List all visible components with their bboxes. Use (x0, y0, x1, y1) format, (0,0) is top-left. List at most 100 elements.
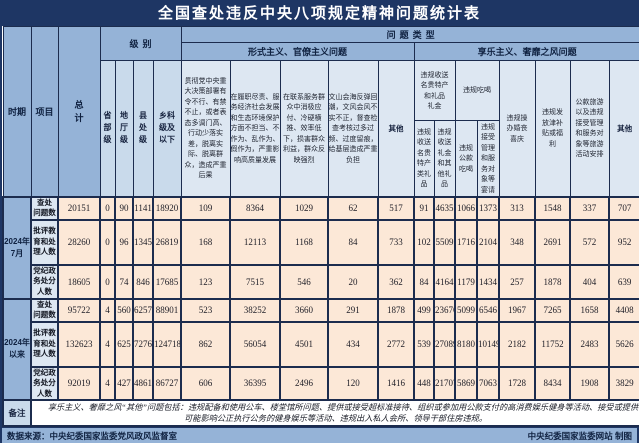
hedonism-col-travel: 公款旅游 以及违规 接受管理 和服务对 象等旅游 活动安排 (569, 60, 610, 197)
value-cell: 28260 (57, 218, 101, 266)
value-cell: 2104 (476, 218, 501, 266)
hedonism-sub-cash-gifts: 违规 收送 礼金 和其 他礼 品 (433, 120, 456, 197)
value-cell: 20 (327, 263, 380, 300)
value-cell: 2496 (279, 365, 330, 401)
value-cell: 1716 (454, 218, 479, 266)
value-cell: 8434 (534, 365, 572, 401)
value-cell: 952 (608, 218, 639, 266)
value-cell: 0 (99, 195, 116, 221)
hedonism-sub-public-funds-dining: 违规 公款 吃喝 (454, 120, 478, 197)
value-cell: 5869 (454, 365, 479, 401)
row-label-criticized: 批评教 育和处 理人数 (30, 218, 59, 266)
stats-table: 时期 项目 总 计 级别 问题类型 形式主义、官僚主义问题 享乐主义、奢靡之风问… (2, 26, 639, 427)
value-cell: 560 (114, 297, 134, 323)
value-cell: 8180 (454, 320, 479, 368)
value-cell: 1658 (569, 297, 611, 323)
row-label-disciplined: 党纪政 务处分 人数 (30, 365, 59, 401)
level-cell-prefecture: 地 厅 级 (114, 60, 134, 197)
level-cell-county: 县 处 级 (132, 60, 154, 197)
value-cell: 523 (180, 297, 232, 323)
value-cell: 348 (498, 218, 537, 266)
value-cell: 448 (413, 365, 436, 401)
value-cell: 6257 (132, 297, 154, 323)
value-cell: 7063 (476, 365, 501, 401)
value-cell: 36395 (229, 365, 282, 401)
value-cell: 38252 (229, 297, 282, 323)
value-cell: 1728 (498, 365, 537, 401)
value-cell: 18920 (151, 195, 183, 221)
value-cell: 23676 (433, 297, 457, 323)
value-cell: 1345 (132, 218, 154, 266)
source-bar: 数据来源：中央纪委国家监委党风政风监督室 中央纪委国家监委网站 制图 (2, 428, 637, 443)
value-cell: 84 (413, 263, 436, 300)
value-cell: 8364 (229, 195, 282, 221)
value-cell: 1548 (534, 195, 572, 221)
value-cell: 6546 (476, 297, 501, 323)
value-cell: 1967 (498, 297, 537, 323)
value-cell: 4 (99, 365, 116, 401)
value-cell: 1373 (476, 195, 501, 221)
page-title: 全国查处违反中央八项规定精神问题统计表 (157, 5, 481, 22)
value-cell: 132623 (57, 320, 101, 368)
value-cell: 18605 (57, 263, 101, 300)
value-cell: 606 (180, 365, 232, 401)
header-item: 项目 (30, 26, 59, 197)
value-cell: 1141 (132, 195, 154, 221)
value-cell: 62 (327, 195, 380, 221)
formalism-desc-cell-3: 在联系服务群众中消极应付、冷硬横推、效率低下，损害群众利益，群众反映强烈 (279, 60, 329, 197)
value-cell: 1908 (569, 365, 611, 401)
value-cell: 5509 (433, 218, 457, 266)
formalism-desc-cell-1: 贯彻党中央重大决策部署有令不行、有禁不止，或者表态多调门高、行动少落实差，脱离实… (180, 60, 231, 197)
hedonism-gift-group-cell: 违规收送 名贵特产 和礼品 礼金 (413, 60, 456, 121)
value-cell: 1878 (534, 263, 572, 300)
hedonism-dining-group-cell: 违规吃喝 (454, 60, 500, 121)
value-cell: 102 (413, 218, 436, 266)
value-cell: 12113 (229, 218, 282, 266)
value-cell: 7276 (132, 320, 154, 368)
value-cell: 90 (114, 195, 134, 221)
formalism-other-cell: 其他 (377, 60, 415, 197)
value-cell: 7265 (534, 297, 572, 323)
value-cell: 572 (569, 218, 611, 266)
value-cell: 4 (99, 297, 116, 323)
value-cell: 404 (569, 263, 611, 300)
value-cell: 427 (114, 365, 134, 401)
header-problem-type: 问题类型 (180, 26, 639, 43)
value-cell: 5099 (454, 297, 479, 323)
hedonism-sub-banquets: 违规 接受 管理 和服 务对 象等 宴请 (476, 120, 500, 197)
value-cell: 0 (99, 218, 116, 266)
data-source-text: 数据来源：中央纪委国家监委党风政风监督室 (7, 430, 178, 441)
value-cell: 7515 (229, 263, 282, 300)
value-cell: 499 (413, 297, 436, 323)
value-cell: 4 (99, 320, 116, 368)
period-cell-ytd: 2024年 以来 (2, 297, 32, 401)
hedonism-col-allowances: 违规发 放津补 贴或福 利 (534, 60, 571, 197)
row-label-problems: 查处 问题数 (30, 195, 59, 221)
value-cell: 88901 (151, 297, 183, 323)
value-cell: 2691 (534, 218, 572, 266)
value-cell: 1416 (377, 365, 416, 401)
value-cell: 546 (279, 263, 330, 300)
value-cell: 1434 (476, 263, 501, 300)
row-label-disciplined: 党纪政 务处分 人数 (30, 263, 59, 300)
value-cell: 20151 (57, 195, 101, 221)
header-formalism-group: 形式主义、官僚主义问题 (180, 42, 415, 61)
row-label-criticized: 批评教 育和处 理人数 (30, 320, 59, 368)
value-cell: 2772 (377, 320, 416, 368)
value-cell: 517 (377, 195, 416, 221)
hedonism-sub-specialty-gifts: 违规 收送 名贵 特产 类礼 品 (413, 120, 435, 197)
value-cell: 86727 (151, 365, 183, 401)
value-cell: 862 (180, 320, 232, 368)
value-cell: 707 (608, 195, 639, 221)
value-cell: 733 (377, 218, 416, 266)
value-cell: 1029 (279, 195, 330, 221)
value-cell: 434 (327, 320, 380, 368)
value-cell: 11752 (534, 320, 572, 368)
value-cell: 257 (498, 263, 537, 300)
value-cell: 5626 (608, 320, 639, 368)
value-cell: 291 (327, 297, 380, 323)
header-hedonism-group: 享乐主义、奢靡之风问题 (413, 42, 639, 61)
value-cell: 313 (498, 195, 537, 221)
level-cell-township: 乡科 级及 以下 (152, 60, 182, 197)
